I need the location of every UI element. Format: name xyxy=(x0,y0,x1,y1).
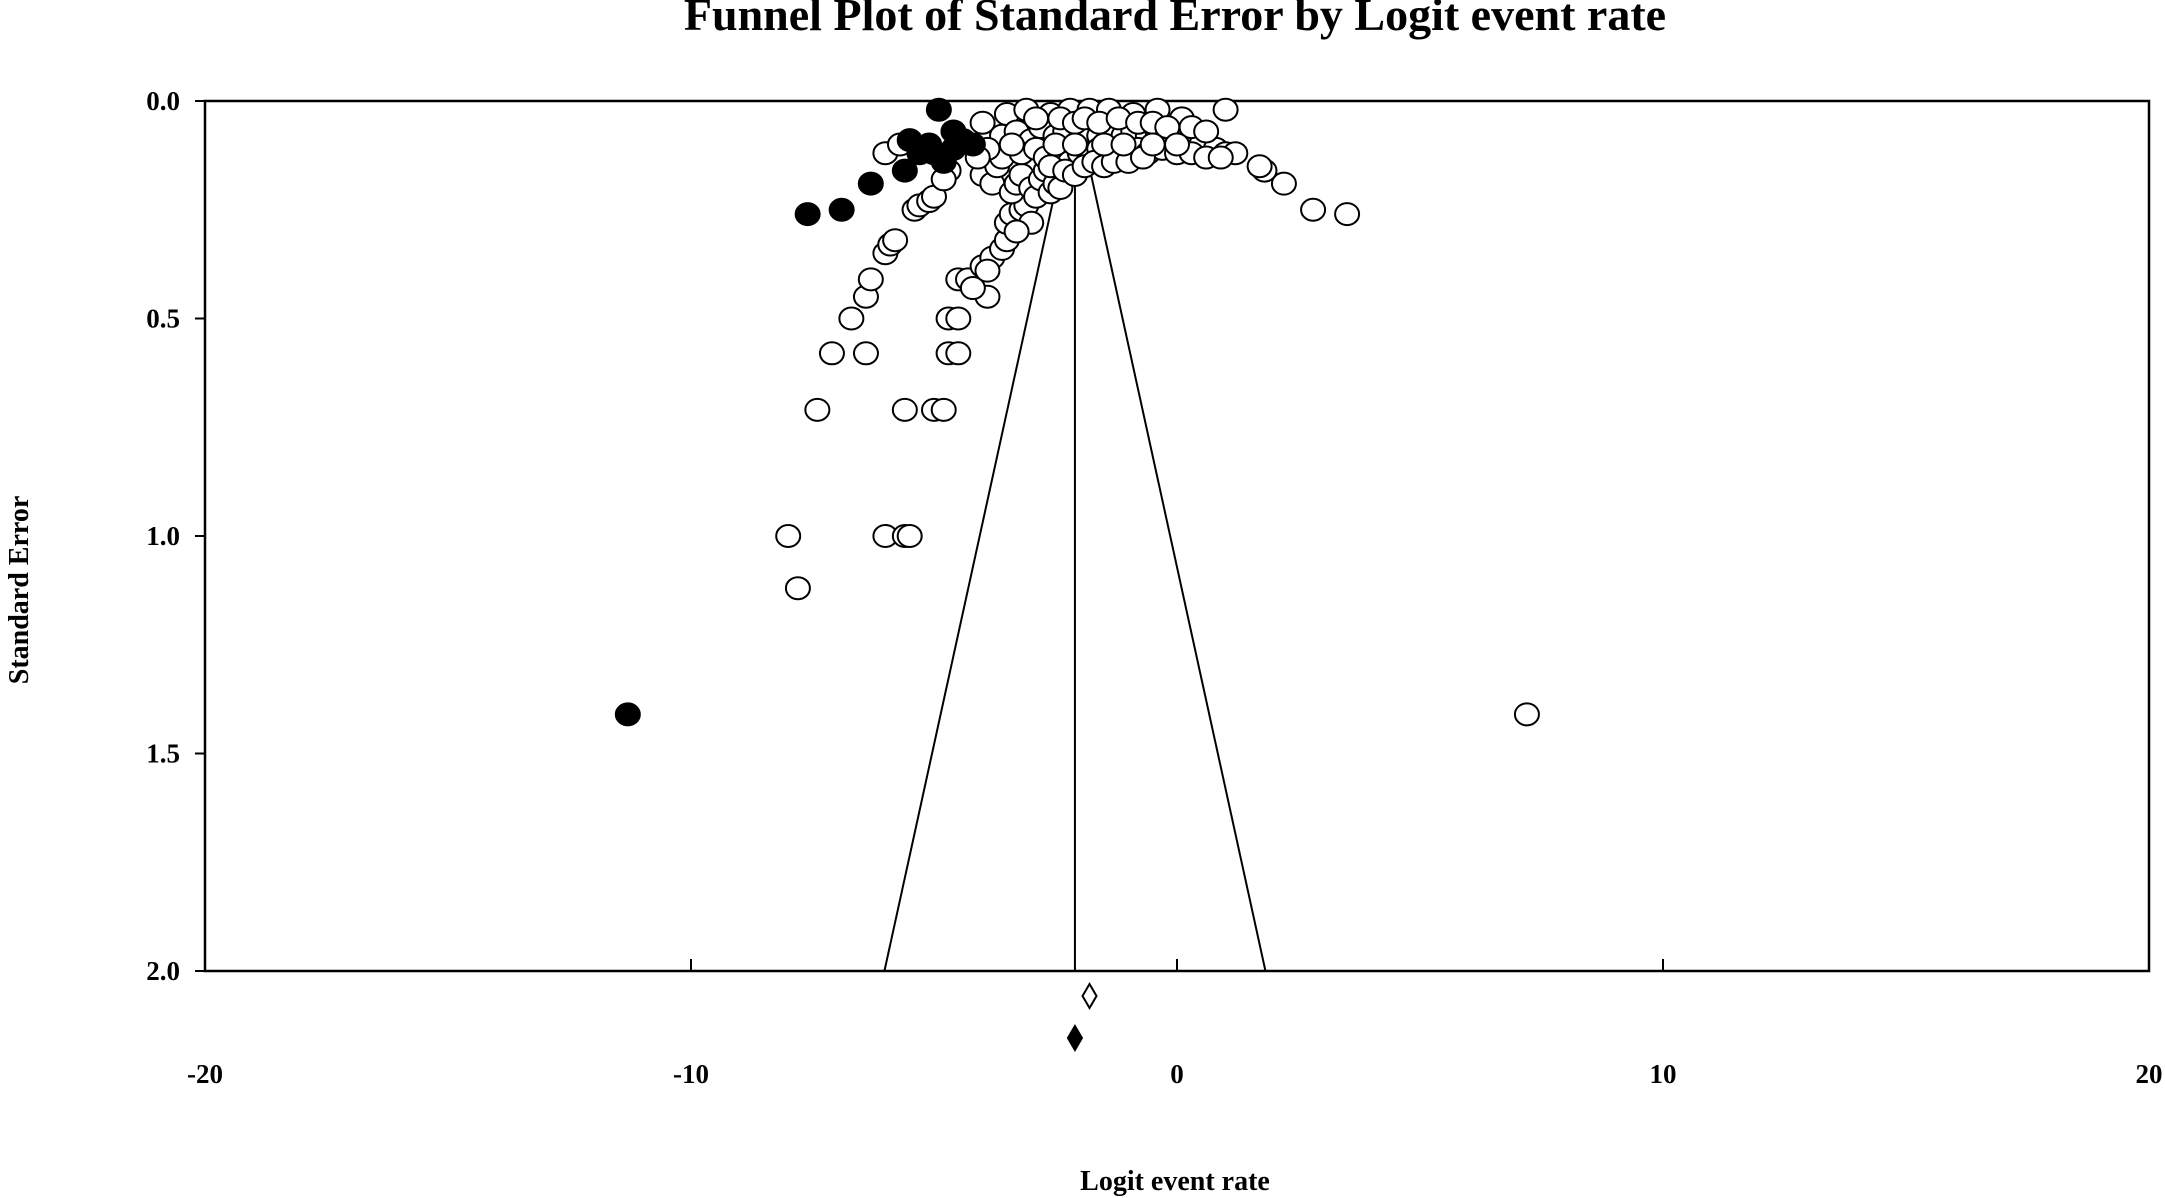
study-point xyxy=(969,110,996,135)
x-axis-ticks: -20 -10 0 10 20 xyxy=(187,959,2163,1089)
study-point xyxy=(891,397,918,422)
study-point xyxy=(930,397,957,422)
imputed-study-point xyxy=(959,132,986,157)
y-axis-ticks: 0.0 0.5 1.0 1.5 2.0 xyxy=(146,86,205,986)
imputed-study-point xyxy=(921,141,947,166)
study-point xyxy=(1300,197,1327,222)
study-point xyxy=(1003,219,1030,244)
y-tick-label: 0.0 xyxy=(146,86,180,116)
study-point xyxy=(1334,202,1361,227)
study-point xyxy=(1207,145,1234,170)
x-axis-label: Logit event rate xyxy=(1080,1166,1270,1197)
funnel-right-boundary xyxy=(1073,100,1267,972)
imputed-study-point xyxy=(614,702,641,727)
study-point xyxy=(896,524,923,548)
study-point xyxy=(1023,106,1050,131)
imputed-study-point xyxy=(857,171,884,196)
y-tick-label: 0.5 xyxy=(146,304,180,334)
study-point xyxy=(818,341,845,366)
imputed-study-point xyxy=(891,158,918,183)
study-point xyxy=(974,258,1001,283)
y-tick-label: 2.0 xyxy=(146,956,180,986)
imputed-study-point xyxy=(925,97,952,122)
study-point xyxy=(1110,132,1137,157)
chart-title: Funnel Plot of Standard Error by Logit e… xyxy=(684,0,1666,40)
study-point xyxy=(882,228,909,253)
study-point xyxy=(852,341,879,366)
y-tick-label: 1.5 xyxy=(146,739,180,769)
y-axis-label: Standard Error xyxy=(4,496,35,685)
study-point xyxy=(945,306,972,331)
study-point xyxy=(838,306,865,331)
study-point xyxy=(1513,702,1540,727)
imputed-study-point xyxy=(828,197,855,222)
summary-diamonds xyxy=(1066,982,1098,1052)
x-tick-label: -10 xyxy=(673,1059,709,1089)
study-point xyxy=(804,397,831,422)
study-point xyxy=(998,132,1025,157)
data-points xyxy=(614,97,1540,727)
study-point xyxy=(959,276,986,301)
plot-area-frame xyxy=(203,99,2151,973)
imputed-study-point xyxy=(896,128,923,153)
imputed-study-point xyxy=(940,119,967,144)
study-point xyxy=(1212,97,1239,122)
x-tick-label: -20 xyxy=(187,1059,223,1089)
funnel-lines xyxy=(883,100,1267,972)
imputed-study-point xyxy=(794,202,821,227)
x-tick-label: 0 xyxy=(1170,1059,1184,1089)
observed-summary-diamond xyxy=(1066,1024,1084,1052)
study-point xyxy=(857,267,884,292)
x-tick-label: 10 xyxy=(1650,1059,1677,1089)
study-point xyxy=(945,341,972,366)
study-point xyxy=(784,576,811,601)
study-point xyxy=(1139,132,1166,157)
y-tick-label: 1.0 xyxy=(146,521,180,551)
study-point xyxy=(1061,132,1088,157)
study-point xyxy=(775,524,802,548)
adjusted-summary-diamond xyxy=(1081,982,1098,1010)
funnel-left-boundary xyxy=(883,100,1076,972)
study-point xyxy=(1164,132,1190,157)
x-tick-label: 20 xyxy=(2136,1059,2163,1089)
study-point xyxy=(1193,119,1220,144)
study-point xyxy=(1246,154,1273,179)
study-point xyxy=(1270,171,1297,196)
